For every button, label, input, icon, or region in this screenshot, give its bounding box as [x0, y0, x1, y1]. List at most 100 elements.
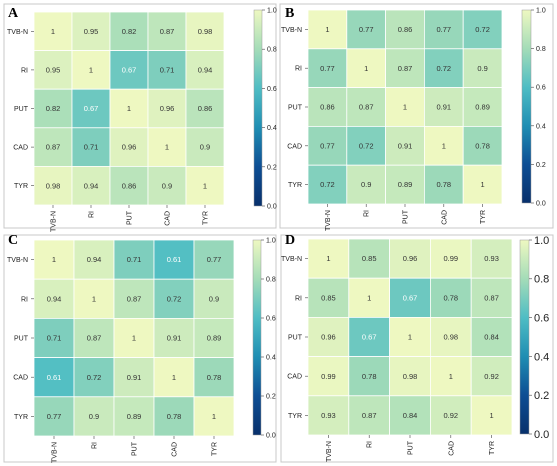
cell-value-label: 0.87	[484, 293, 499, 302]
cell-value-label: 1	[172, 373, 176, 382]
colorbar-tick-label: 0.6	[267, 86, 277, 93]
heatmap-cell	[346, 87, 386, 127]
cell-value-label: 1	[127, 104, 131, 113]
colorbar-tick-label: 0.4	[267, 125, 277, 132]
heatmap-panel-b: B 1 0.77 0.86 0.77 0.72 0.77 1 0.87 0.72 0.9 0.86 0.…	[279, 3, 554, 231]
cell-value-label: 0.77	[47, 412, 62, 421]
heatmap-cell	[33, 127, 73, 167]
cell-value-label: 0.86	[320, 103, 335, 112]
cell-value-label: 0.78	[167, 412, 182, 421]
x-tick-label: TYR	[212, 442, 219, 456]
cell-value-label: 0.67	[122, 66, 137, 75]
heatmap-cell	[71, 127, 111, 167]
y-tick-label: PUT	[14, 106, 29, 113]
cell-value-label: 0.96	[321, 333, 336, 342]
panel-border	[3, 3, 277, 229]
cell-value-label: 0.95	[46, 66, 61, 75]
colorbar-tick-label: 0.8	[266, 276, 276, 283]
cell-value-label: 0.86	[398, 25, 413, 34]
cell-value-label: 1	[132, 334, 136, 343]
cell-value-label: 0.89	[127, 412, 142, 421]
colorbar-tick-label: 0.6	[266, 315, 276, 322]
x-tick-label: TYR	[203, 211, 210, 225]
heatmap-panel-a: A 1 0.95 0.82 0.87 0.98 0.95 1 0.67 0.71 0.94 0.82 0…	[3, 3, 277, 232]
heatmap-cell	[307, 48, 348, 88]
heatmap-cell	[470, 395, 513, 436]
heatmap-cell	[153, 357, 195, 398]
heatmap-cell	[71, 88, 111, 129]
heatmap-cell	[346, 9, 386, 50]
heatmap-cell	[147, 11, 187, 51]
x-tick-label: PUT	[403, 209, 410, 224]
heatmap-cell	[429, 395, 472, 436]
heatmap-cell	[348, 395, 390, 436]
y-tick-label: TVB-N	[7, 257, 28, 264]
cell-value-label: 0.67	[403, 293, 418, 302]
cell-value-label: 0.9	[361, 180, 371, 189]
cell-value-label: 0.85	[321, 293, 336, 302]
heatmap-cell	[193, 396, 235, 437]
cell-value-label: 1	[408, 333, 412, 342]
heatmap-cell	[113, 396, 155, 437]
colorbar	[521, 9, 532, 204]
heatmap-cell	[429, 238, 472, 279]
heatmap-cell	[307, 9, 348, 50]
cell-value-label: 0.71	[127, 255, 142, 264]
heatmap-cell	[462, 87, 503, 127]
cell-value-label: 0.77	[320, 141, 335, 150]
colorbar	[519, 239, 530, 435]
colorbar-tick-label: 0.0	[267, 203, 277, 210]
colorbar-tick-label: 0.2	[534, 390, 549, 402]
y-tick-label: TYR	[288, 413, 302, 420]
colorbar	[252, 239, 262, 436]
heatmap-cell	[193, 278, 235, 319]
colorbar	[253, 9, 263, 207]
cell-value-label: 0.71	[160, 66, 175, 75]
x-tick-label: PUT	[408, 440, 415, 455]
cell-value-label: 0.93	[321, 411, 336, 420]
cell-value-label: 0.87	[359, 103, 374, 112]
cell-value-label: 0.89	[475, 103, 490, 112]
cell-value-label: 0.98	[443, 333, 458, 342]
heatmap-cell	[109, 50, 149, 90]
panel-letter: A	[8, 6, 19, 21]
y-tick-label: TVB-N	[281, 27, 302, 34]
panel-letter: D	[285, 233, 295, 248]
heatmap-cell	[33, 88, 73, 129]
heatmap-cell	[429, 277, 472, 318]
cell-value-label: 0.91	[436, 103, 451, 112]
cell-value-label: 0.91	[127, 373, 142, 382]
y-tick-label: PUT	[14, 336, 29, 343]
heatmap-cell	[71, 11, 111, 51]
cell-value-label: 0.61	[47, 373, 62, 382]
cell-value-label: 0.72	[436, 64, 451, 73]
y-tick-label: CAD	[13, 145, 28, 152]
cell-value-label: 0.85	[362, 254, 377, 263]
cell-value-label: 0.87	[362, 411, 377, 420]
panel-letter: C	[8, 233, 18, 248]
heatmap-cell	[307, 356, 350, 397]
heatmap-cell	[389, 356, 431, 397]
cell-value-label: 0.9	[89, 412, 99, 421]
cell-value-label: 0.99	[443, 254, 458, 263]
heatmap-cell	[109, 165, 149, 206]
heatmap-cell	[113, 278, 155, 319]
y-tick-label: RI	[295, 295, 302, 302]
cell-value-label: 0.89	[207, 334, 222, 343]
heatmap-cell	[193, 317, 235, 358]
cell-value-label: 0.67	[362, 333, 377, 342]
x-tick-label: TVB-N	[326, 441, 333, 462]
colorbar-tick-label: 0.8	[536, 46, 546, 53]
cell-value-label: 1	[89, 66, 93, 75]
y-tick-label: TVB-N	[281, 256, 302, 263]
colorbar-tick-label: 0.2	[536, 162, 546, 169]
cell-value-label: 0.99	[321, 372, 336, 381]
heatmap-cell	[71, 50, 111, 90]
heatmap-cell	[153, 396, 195, 437]
cell-value-label: 0.86	[198, 104, 213, 113]
cell-value-label: 0.89	[398, 180, 413, 189]
colorbar-tick-label: 0.0	[536, 200, 546, 207]
cell-value-label: 0.87	[127, 294, 142, 303]
cell-value-label: 0.96	[403, 254, 418, 263]
cell-value-label: 0.93	[484, 254, 499, 263]
